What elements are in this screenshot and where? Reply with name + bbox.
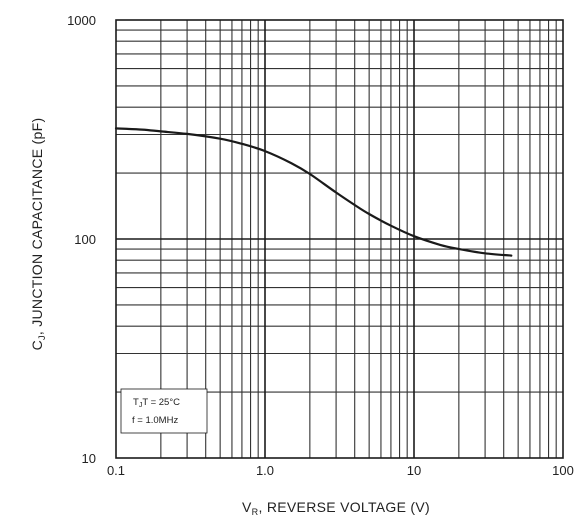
capacitance-curve (114, 127, 513, 257)
x-tick-label: 100 (552, 463, 574, 478)
y-tick-label: 10 (82, 451, 96, 466)
y-tick-label: 100 (74, 232, 96, 247)
x-axis-subscript: R (252, 507, 259, 517)
annotation-line-1: TJT = 25°C (133, 397, 180, 409)
x-axis-title: VR, REVERSE VOLTAGE (V) (242, 499, 430, 517)
y-axis-subscript: J (37, 335, 47, 340)
y-tick-label: 1000 (67, 13, 96, 28)
y-axis-text: , JUNCTION CAPACITANCE (pF) (29, 118, 45, 336)
x-tick-label: 0.1 (107, 463, 125, 478)
condition-annotation: TJT = 25°C f = 1.0MHz (120, 388, 208, 434)
y-axis-title: CJ, JUNCTION CAPACITANCE (pF) (29, 118, 47, 351)
y-tick-labels: 10 100 1000 (67, 13, 96, 466)
x-axis-symbol: V (242, 499, 252, 515)
x-tick-label: 10 (407, 463, 421, 478)
x-tick-labels: 0.1 1.0 10 100 (107, 463, 574, 478)
annotation-line-1-text: T = 25°C (142, 397, 180, 408)
annotation-subscript: J (139, 402, 143, 409)
series-layer (114, 127, 513, 257)
plot-frame (115, 19, 564, 459)
y-axis-symbol: C (29, 340, 45, 350)
x-axis-text: , REVERSE VOLTAGE (V) (258, 499, 429, 515)
annotation-box (120, 388, 208, 434)
annotation-line-2: f = 1.0MHz (132, 415, 178, 426)
major-grid (116, 20, 563, 458)
x-tick-label: 1.0 (256, 463, 274, 478)
